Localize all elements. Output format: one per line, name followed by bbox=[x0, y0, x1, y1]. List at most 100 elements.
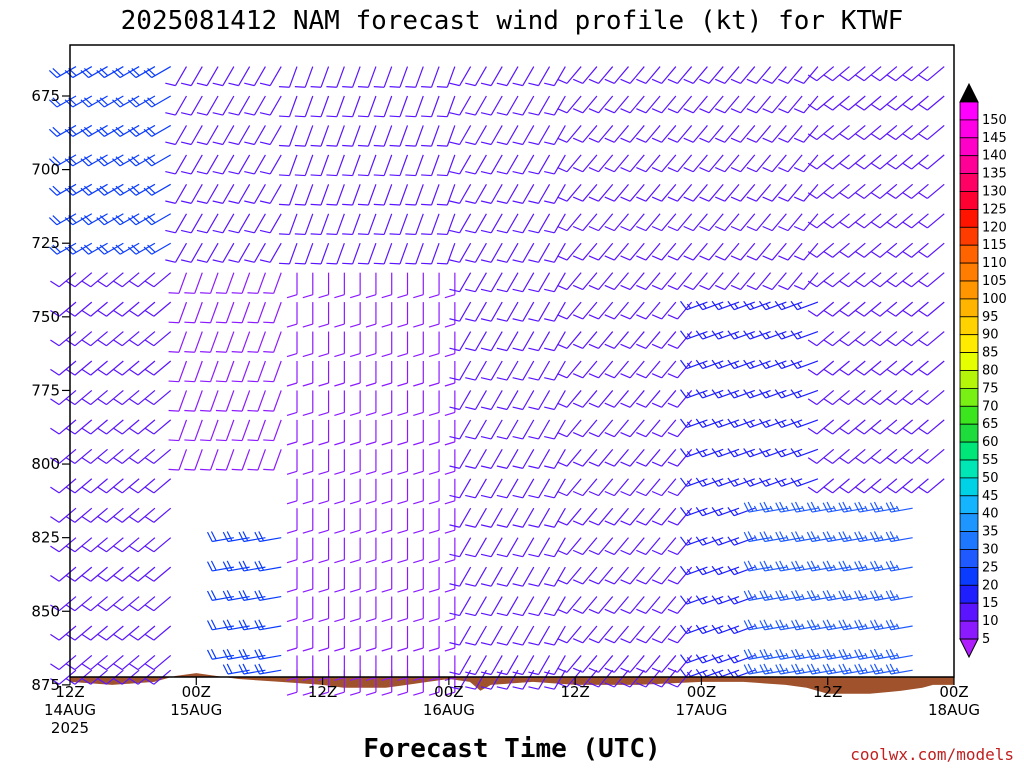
wind-barb bbox=[695, 624, 724, 635]
wind-barb bbox=[651, 566, 677, 585]
wind-barb bbox=[365, 449, 377, 475]
wind-barb bbox=[604, 669, 629, 688]
wind-barb bbox=[381, 331, 393, 358]
wind-barb bbox=[839, 389, 866, 406]
wind-barb bbox=[215, 390, 235, 412]
x-tick-label: 00Z bbox=[182, 683, 211, 701]
wind-barb bbox=[743, 389, 771, 399]
wind-barb bbox=[886, 124, 914, 141]
wind-barb bbox=[620, 272, 645, 291]
wind-barb bbox=[793, 154, 819, 173]
wind-barb bbox=[421, 125, 440, 147]
wind-barb bbox=[886, 419, 914, 435]
wind-barb bbox=[373, 154, 393, 177]
wind-barb bbox=[184, 419, 203, 442]
wind-barb bbox=[196, 154, 219, 175]
wind-barb bbox=[918, 360, 945, 376]
wind-barb bbox=[444, 596, 456, 623]
wind-barb bbox=[436, 184, 456, 206]
wind-barb bbox=[588, 242, 614, 261]
wind-barb bbox=[357, 154, 377, 177]
wind-barb bbox=[636, 272, 661, 291]
wind-barb bbox=[855, 478, 882, 494]
wind-barb bbox=[373, 213, 393, 236]
wind-barb bbox=[557, 272, 582, 291]
wind-barb bbox=[349, 302, 361, 328]
wind-barb bbox=[807, 95, 835, 111]
wind-barb bbox=[465, 478, 487, 499]
wind-barb bbox=[791, 619, 819, 631]
wind-barb bbox=[902, 331, 929, 347]
wind-barb bbox=[279, 243, 298, 265]
wind-barbs-layer bbox=[48, 66, 945, 696]
wind-barb bbox=[823, 478, 850, 494]
wind-barb bbox=[528, 95, 551, 116]
wind-barb bbox=[695, 536, 724, 546]
wind-barb bbox=[651, 154, 677, 173]
x-tick-label: 12Z bbox=[813, 683, 842, 701]
wind-barb bbox=[790, 330, 819, 340]
wind-barb bbox=[557, 213, 582, 232]
wind-barb bbox=[823, 124, 850, 141]
wind-barb bbox=[870, 478, 898, 494]
wind-barb bbox=[349, 390, 361, 417]
wind-barb bbox=[168, 449, 188, 471]
wind-barb bbox=[480, 360, 503, 381]
wind-barb bbox=[365, 390, 377, 417]
wind-barb bbox=[302, 508, 314, 534]
wind-barb bbox=[465, 213, 487, 234]
colorbar-label: 35 bbox=[982, 525, 999, 540]
wind-barb bbox=[428, 596, 440, 623]
wind-barb bbox=[680, 565, 708, 576]
wind-barb bbox=[620, 154, 645, 173]
wind-barb bbox=[918, 213, 945, 229]
y-tick-label: 675 bbox=[31, 87, 60, 105]
wind-barb bbox=[365, 537, 377, 564]
wind-barb bbox=[405, 184, 424, 206]
wind-barb bbox=[165, 125, 188, 146]
wind-barb bbox=[113, 389, 140, 406]
colorbar-label: 135 bbox=[982, 167, 1007, 182]
wind-barb bbox=[397, 449, 409, 475]
wind-barb bbox=[557, 125, 582, 143]
colorbar-label: 105 bbox=[982, 274, 1007, 289]
wind-barb bbox=[557, 242, 582, 261]
wind-barb bbox=[695, 595, 724, 605]
wind-barb bbox=[97, 419, 124, 435]
wind-barb bbox=[651, 95, 677, 114]
wind-barb bbox=[715, 154, 740, 173]
wind-barb bbox=[465, 390, 487, 411]
wind-barb bbox=[381, 508, 393, 534]
wind-barb bbox=[743, 330, 771, 340]
wind-barb bbox=[254, 648, 282, 660]
wind-barb bbox=[144, 566, 172, 582]
wind-barb bbox=[727, 418, 755, 428]
colorbar-label: 15 bbox=[982, 596, 999, 611]
wind-barb bbox=[428, 302, 440, 328]
colorbar-label: 80 bbox=[982, 364, 999, 379]
wind-barb bbox=[902, 360, 929, 376]
wind-barb bbox=[528, 419, 551, 440]
wind-barb bbox=[918, 331, 945, 347]
wind-barb bbox=[762, 154, 787, 173]
wind-barb bbox=[381, 596, 393, 623]
wind-barb bbox=[762, 242, 787, 261]
wind-barb bbox=[294, 213, 314, 236]
wind-barb bbox=[113, 566, 140, 582]
wind-barb bbox=[823, 66, 850, 82]
wind-barb bbox=[715, 272, 740, 291]
wind-barb bbox=[143, 124, 172, 137]
wind-barb bbox=[855, 242, 882, 258]
wind-barb bbox=[302, 537, 314, 564]
wind-barb bbox=[228, 125, 251, 146]
wind-barb bbox=[302, 331, 314, 358]
wind-barb bbox=[496, 390, 519, 411]
wind-barb bbox=[886, 95, 914, 111]
wind-barb bbox=[496, 95, 519, 116]
wind-barb bbox=[81, 654, 108, 671]
wind-barb bbox=[544, 537, 566, 558]
wind-barb bbox=[604, 448, 629, 467]
wind-barb bbox=[918, 419, 945, 435]
wind-barb bbox=[196, 95, 219, 116]
wind-barb bbox=[793, 213, 819, 232]
